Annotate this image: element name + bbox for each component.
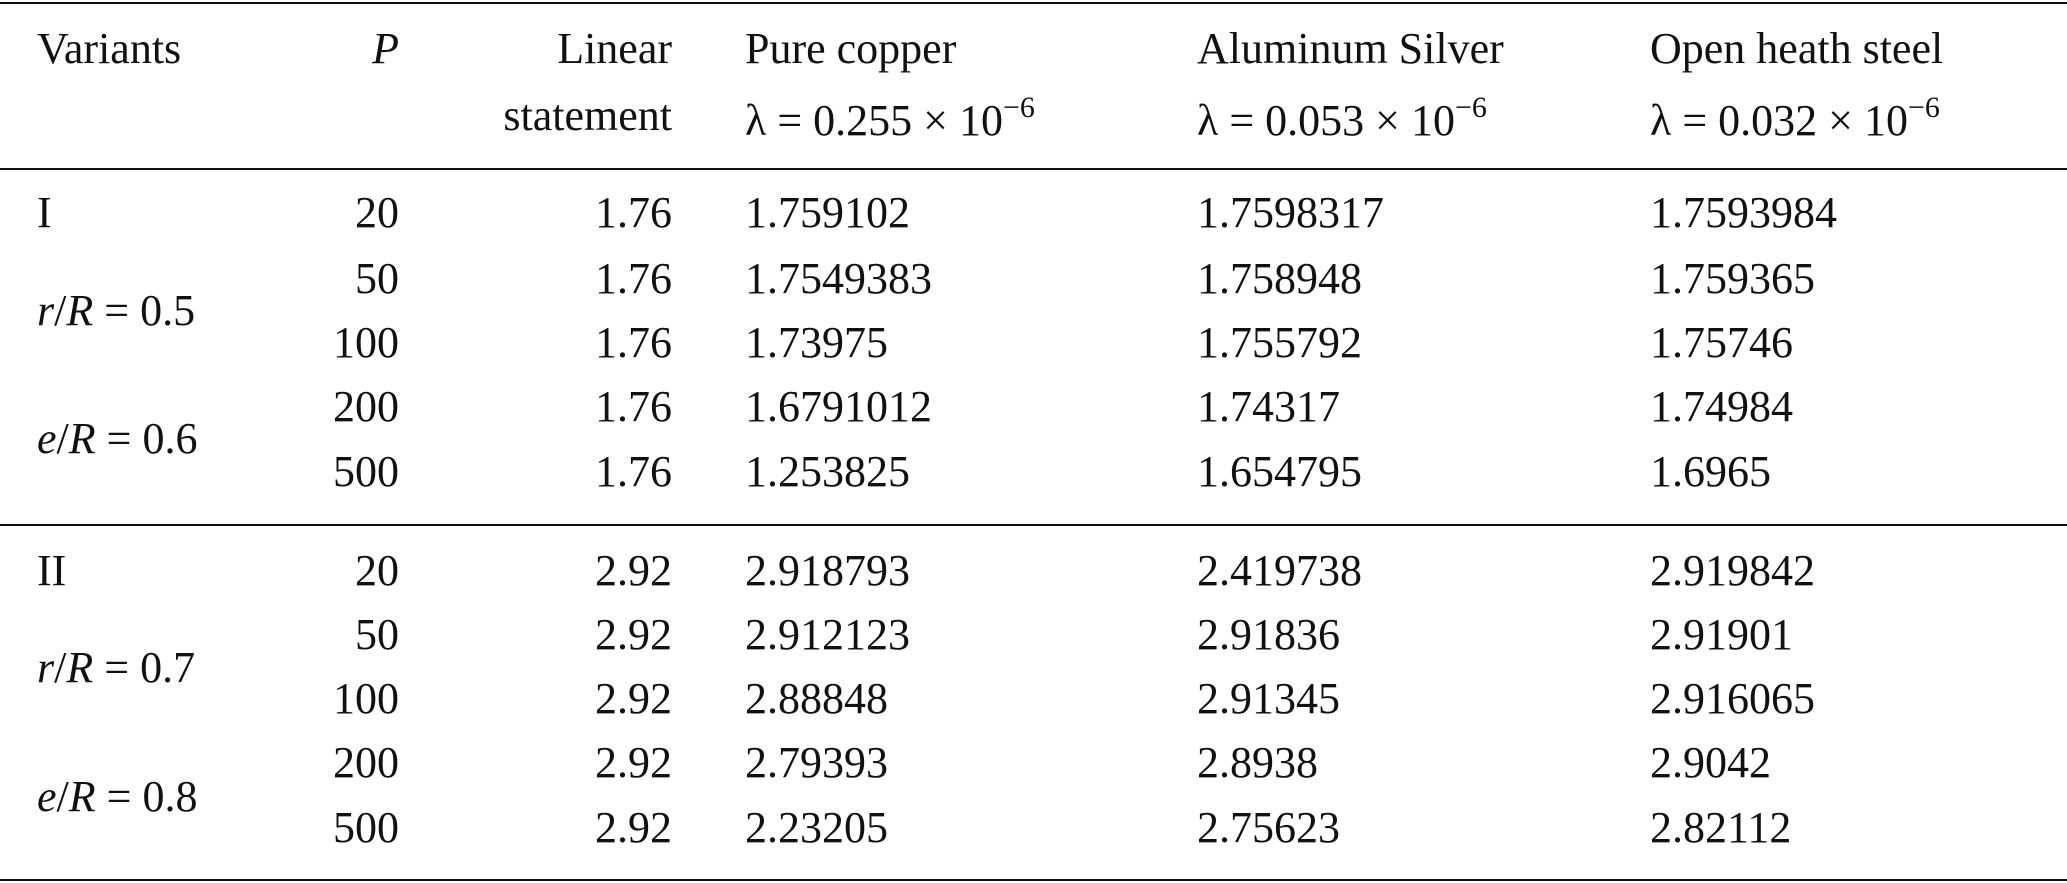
lambda-label: λ = 0.255 × 10−6 — [745, 91, 1035, 145]
linear-value: 1.76 — [595, 188, 672, 237]
load-value: 200 — [333, 382, 399, 431]
header-cell: Variants — [37, 24, 182, 73]
linear-value: 2.92 — [595, 546, 672, 595]
material-value: 1.755792 — [1197, 318, 1362, 367]
header-cell: Pure copper — [745, 24, 957, 73]
linear-value: 2.92 — [595, 610, 672, 659]
material-value: 1.74984 — [1650, 382, 1793, 431]
material-value: 2.912123 — [745, 610, 910, 659]
variant-label: I — [37, 188, 52, 237]
material-value: 1.253825 — [745, 447, 910, 496]
material-value: 2.91901 — [1650, 610, 1793, 659]
header-cell: statement — [503, 91, 672, 140]
exponent: −6 — [1002, 91, 1035, 124]
condition-label: e/R = 0.6 — [37, 414, 198, 463]
material-value: 1.758948 — [1197, 254, 1362, 303]
linear-value: 2.92 — [595, 738, 672, 787]
linear-value: 2.92 — [595, 674, 672, 723]
material-value: 1.7593984 — [1650, 188, 1837, 237]
material-value: 2.9042 — [1650, 738, 1771, 787]
header-rule — [0, 168, 2067, 170]
lambda-label: λ = 0.032 × 10−6 — [1650, 91, 1940, 145]
load-value: 100 — [333, 318, 399, 367]
material-value: 2.916065 — [1650, 674, 1815, 723]
material-value: 1.6965 — [1650, 447, 1771, 496]
top-rule — [0, 2, 2067, 4]
material-value: 2.75623 — [1197, 803, 1340, 852]
material-value: 2.8938 — [1197, 738, 1318, 787]
condition-label: e/R = 0.8 — [37, 772, 198, 821]
linear-value: 1.76 — [595, 318, 672, 367]
linear-value: 1.76 — [595, 382, 672, 431]
material-value: 2.23205 — [745, 803, 888, 852]
material-value: 1.759102 — [745, 188, 910, 237]
material-value: 1.7549383 — [745, 254, 932, 303]
load-value: 200 — [333, 738, 399, 787]
header-cell: Aluminum Silver — [1197, 24, 1504, 73]
header-cell: Open heath steel — [1650, 24, 1944, 73]
material-value: 2.79393 — [745, 738, 888, 787]
material-value: 1.654795 — [1197, 447, 1362, 496]
variant-label: II — [37, 546, 67, 595]
exponent: −6 — [1907, 91, 1940, 124]
material-value: 2.91836 — [1197, 610, 1340, 659]
material-value: 2.82112 — [1650, 803, 1792, 852]
load-value: 500 — [333, 447, 399, 496]
header-cell: Linear — [557, 24, 672, 73]
material-value: 2.419738 — [1197, 546, 1362, 595]
load-value: 20 — [355, 188, 399, 237]
load-value: 50 — [355, 254, 399, 303]
linear-value: 1.76 — [595, 254, 672, 303]
linear-value: 2.92 — [595, 803, 672, 852]
load-value: 50 — [355, 610, 399, 659]
condition-label: r/R = 0.7 — [37, 643, 196, 692]
load-value: 500 — [333, 803, 399, 852]
load-value: 100 — [333, 674, 399, 723]
material-value: 1.759365 — [1650, 254, 1815, 303]
load-value: 20 — [355, 546, 399, 595]
material-value: 1.6791012 — [745, 382, 932, 431]
material-value: 1.75746 — [1650, 318, 1793, 367]
bottom-rule — [0, 879, 2067, 881]
material-value: 2.91345 — [1197, 674, 1340, 723]
condition-label: r/R = 0.5 — [37, 286, 196, 335]
linear-value: 1.76 — [595, 447, 672, 496]
exponent: −6 — [1454, 91, 1487, 124]
material-value: 1.74317 — [1197, 382, 1340, 431]
material-value: 1.73975 — [745, 318, 888, 367]
group-rule — [0, 524, 2067, 526]
material-value: 2.919842 — [1650, 546, 1815, 595]
header-cell: P — [372, 24, 399, 73]
material-value: 2.88848 — [745, 674, 888, 723]
material-value: 2.918793 — [745, 546, 910, 595]
lambda-label: λ = 0.053 × 10−6 — [1197, 91, 1487, 145]
material-value: 1.7598317 — [1197, 188, 1384, 237]
